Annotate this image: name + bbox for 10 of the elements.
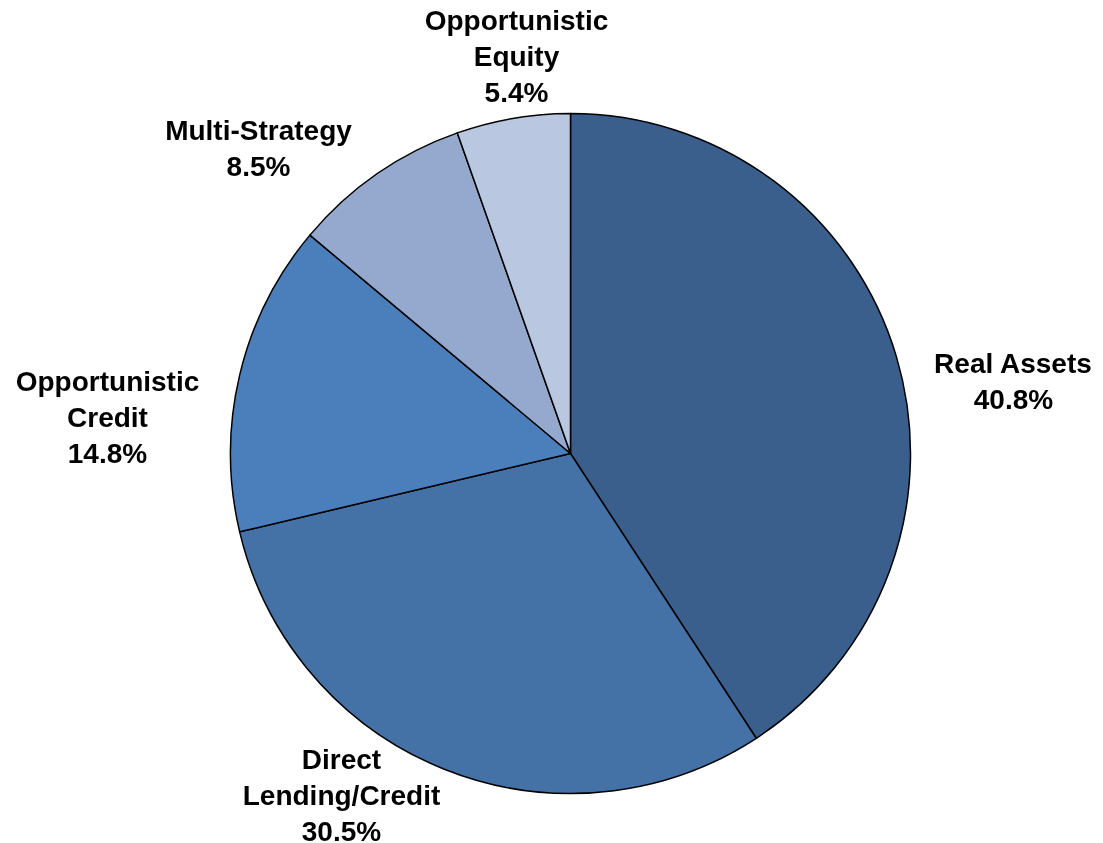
data-label: 14.8% [67,437,148,469]
slice-label: Opportunistic Credit [15,366,200,433]
data-label: 30.5% [301,815,382,843]
slice-label: Multi-Strategy [165,115,353,147]
data-label: 5.4% [484,76,549,108]
slice-label: Direct Lending/Credit [242,744,441,811]
slice-label: Opportunistic Equity [424,5,609,72]
slice-label: Real Assets [934,348,1092,380]
data-label: 8.5% [226,150,291,182]
data-label: 40.8% [973,383,1054,415]
